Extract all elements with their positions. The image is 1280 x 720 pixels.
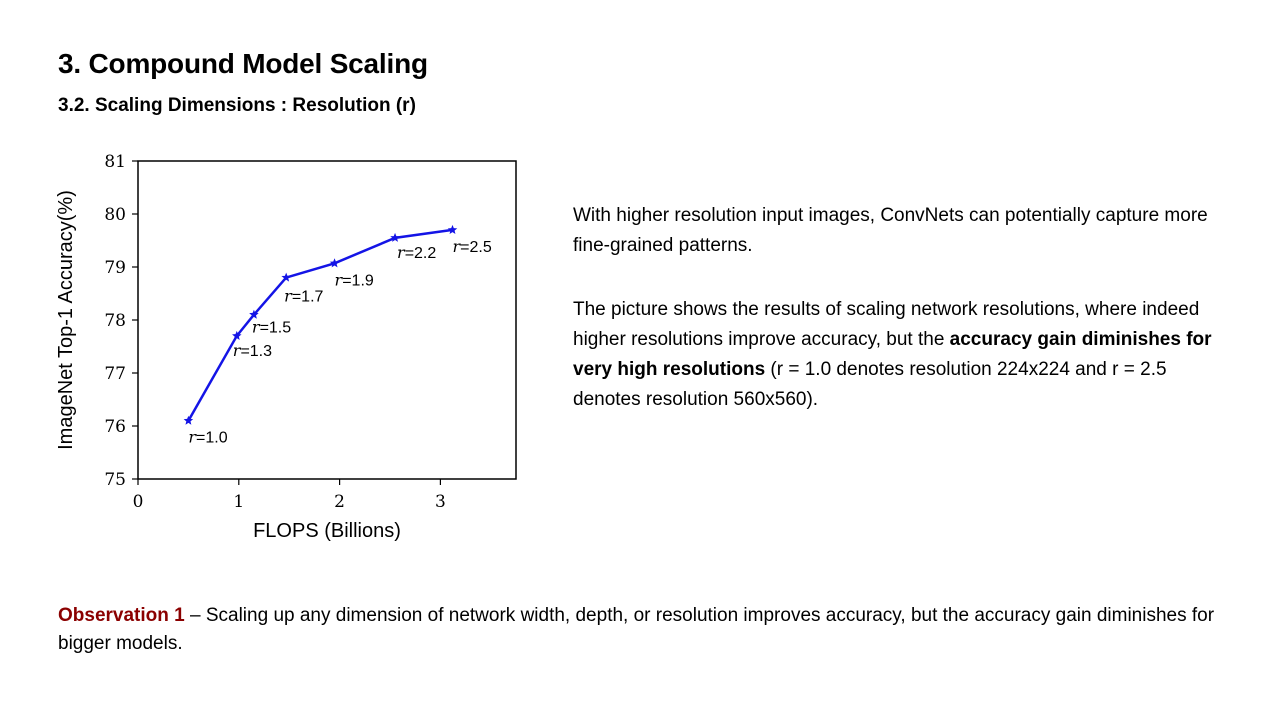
observation-text: – Scaling up any dimension of network wi… (58, 605, 1215, 654)
data-point-label: r=1.3 (233, 341, 272, 360)
observation-label: Observation 1 (58, 605, 185, 626)
description-emphasis: accuracy gain diminishes for very high r… (573, 329, 1212, 380)
y-tick-label: 78 (104, 311, 126, 331)
x-tick-label: 0 (133, 492, 144, 512)
y-tick-label: 76 (104, 417, 126, 437)
data-point-label: r=2.5 (452, 237, 491, 256)
resolution-scaling-chart: 75 76 77 78 79 80 81 0 1 2 3 r=1.0 r=1.3 r=1.5 r=1.7… (55, 152, 517, 542)
data-point-marker (329, 258, 340, 268)
y-tick-label: 81 (104, 152, 126, 172)
data-point-marker (183, 415, 194, 425)
description-paragraph-1: With higher resolution input images, Con… (573, 205, 1208, 256)
x-axis-ticks: 0 1 2 3 (133, 479, 446, 512)
y-tick-label: 80 (104, 205, 126, 225)
x-tick-label: 1 (233, 492, 244, 512)
data-point-marker (447, 224, 458, 234)
description-paragraph-2: The picture shows the results of scaling… (573, 295, 1223, 415)
y-tick-label: 75 (104, 470, 126, 490)
y-axis-ticks: 75 76 77 78 79 80 81 (104, 152, 138, 490)
y-axis-title: ImageNet Top-1 Accuracy(%) (55, 190, 77, 450)
data-labels: r=1.0 r=1.3 r=1.5 r=1.7 r=1.9 r=2.2 r=2.5 (188, 237, 491, 447)
x-tick-label: 2 (334, 492, 345, 512)
x-tick-label: 3 (435, 492, 446, 512)
data-point-marker (249, 309, 259, 319)
data-point-label: r=1.7 (284, 287, 323, 306)
description-text-end: (r = 1.0 denotes resolution 224x224 and … (573, 359, 1167, 410)
data-point-marker (232, 330, 242, 340)
data-point-label: r=1.0 (188, 428, 227, 447)
x-axis-title: FLOPS (Billions) (253, 520, 401, 542)
data-point-marker (281, 272, 291, 282)
data-point-label: r=2.2 (397, 243, 436, 262)
description-text: The picture shows the results of scaling… (573, 299, 1200, 350)
y-tick-label: 79 (104, 258, 126, 278)
data-point-label: r=1.9 (335, 270, 374, 289)
observation: Observation 1 – Scaling up any dimension… (58, 602, 1228, 658)
y-tick-label: 77 (104, 364, 126, 384)
data-markers (183, 224, 458, 425)
slide-subtitle: 3.2. Scaling Dimensions : Resolution (r) (58, 95, 416, 116)
slide-title: 3. Compound Model Scaling (58, 48, 428, 79)
plot-frame (137, 160, 517, 480)
data-point-label: r=1.5 (252, 318, 291, 337)
data-point-marker (390, 232, 400, 242)
